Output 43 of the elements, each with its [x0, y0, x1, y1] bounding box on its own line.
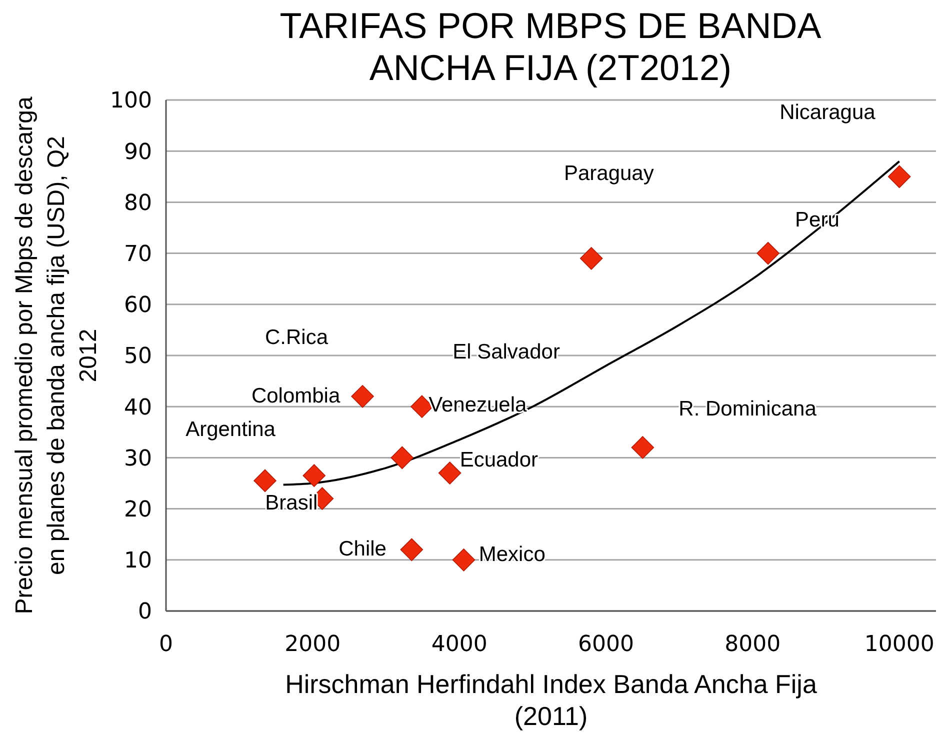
annotation: Mexico: [478, 543, 546, 566]
annotation: C.Rica: [265, 326, 328, 349]
x-tick-label: 4000: [431, 632, 488, 657]
point: [888, 165, 911, 188]
y-axis-title: Precio mensual promedio por Mbps de descarga en planes de banda ancha fija (USD), Q2 2012: [11, 96, 102, 614]
y-tick-label: 40: [124, 395, 152, 420]
chart-title: TARIFAS POR MBPS DE BANDA ANCHA FIJA (2T2012): [280, 5, 822, 88]
point: [438, 462, 462, 484]
point: [254, 469, 276, 492]
y-tick-label: 50: [124, 344, 152, 370]
annotation: Ecuador: [460, 448, 538, 472]
y-tick-label: 10: [124, 548, 152, 574]
annotation: Nicaragua: [780, 101, 876, 124]
annotation: R. Dominicana: [678, 397, 817, 420]
annotation: El Salvador: [452, 340, 560, 364]
annotation: Paraguay: [564, 162, 654, 185]
y-tick-label: 20: [124, 498, 152, 522]
annotation: Venezuela: [428, 393, 528, 416]
point: [452, 548, 476, 572]
annotation: Brasil: [265, 492, 318, 515]
point: [351, 384, 374, 408]
x-axis-title: Hirschman Herfindahl Index Banda Ancha Fija (2011): [285, 669, 818, 731]
annotation: Colombia: [251, 384, 340, 408]
y-tick-label: 30: [124, 446, 152, 472]
y-tick-label: 90: [124, 140, 152, 165]
y-tick-label: 70: [124, 242, 152, 267]
x-tick-label: 6000: [578, 632, 634, 657]
y-tick-label: 80: [124, 190, 152, 216]
point: [390, 446, 414, 470]
annotation: Chile: [338, 537, 386, 560]
point: [580, 247, 603, 270]
x-tick-label: 8000: [724, 632, 781, 657]
y-tick-label: 0: [138, 600, 152, 625]
y-tick-label: 100: [110, 88, 152, 114]
annotation: Argentina: [186, 418, 276, 441]
point: [756, 242, 780, 265]
point: [302, 464, 326, 487]
x-tick-label: 2000: [284, 632, 341, 657]
point: [631, 436, 654, 459]
point: [400, 538, 424, 562]
x-tick-label: 0: [159, 632, 173, 657]
x-tick-label: 10000: [864, 632, 934, 657]
y-tick-label: 60: [124, 293, 152, 318]
